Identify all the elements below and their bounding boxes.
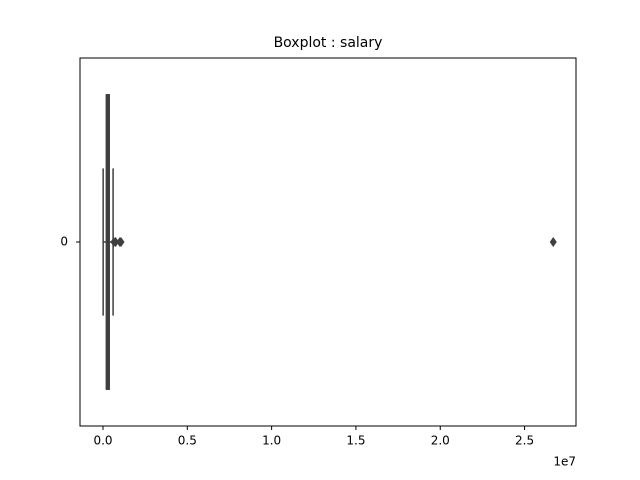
- x-tick-label: 2.5: [515, 434, 534, 448]
- x-tick-label: 0.0: [93, 434, 112, 448]
- x-tick-label: 0.5: [178, 434, 197, 448]
- outlier: [117, 237, 125, 247]
- outlier: [112, 237, 120, 247]
- chart-title: Boxplot : salary: [274, 35, 383, 51]
- outlier: [549, 237, 557, 247]
- y-tick-label: 0: [60, 235, 68, 249]
- x-tick-label: 1.0: [262, 434, 281, 448]
- axes-frame: [79, 57, 577, 427]
- x-tick-label: 2.0: [431, 434, 450, 448]
- x-tick-label: 1.5: [346, 434, 365, 448]
- offset-label: 1e7: [553, 455, 576, 469]
